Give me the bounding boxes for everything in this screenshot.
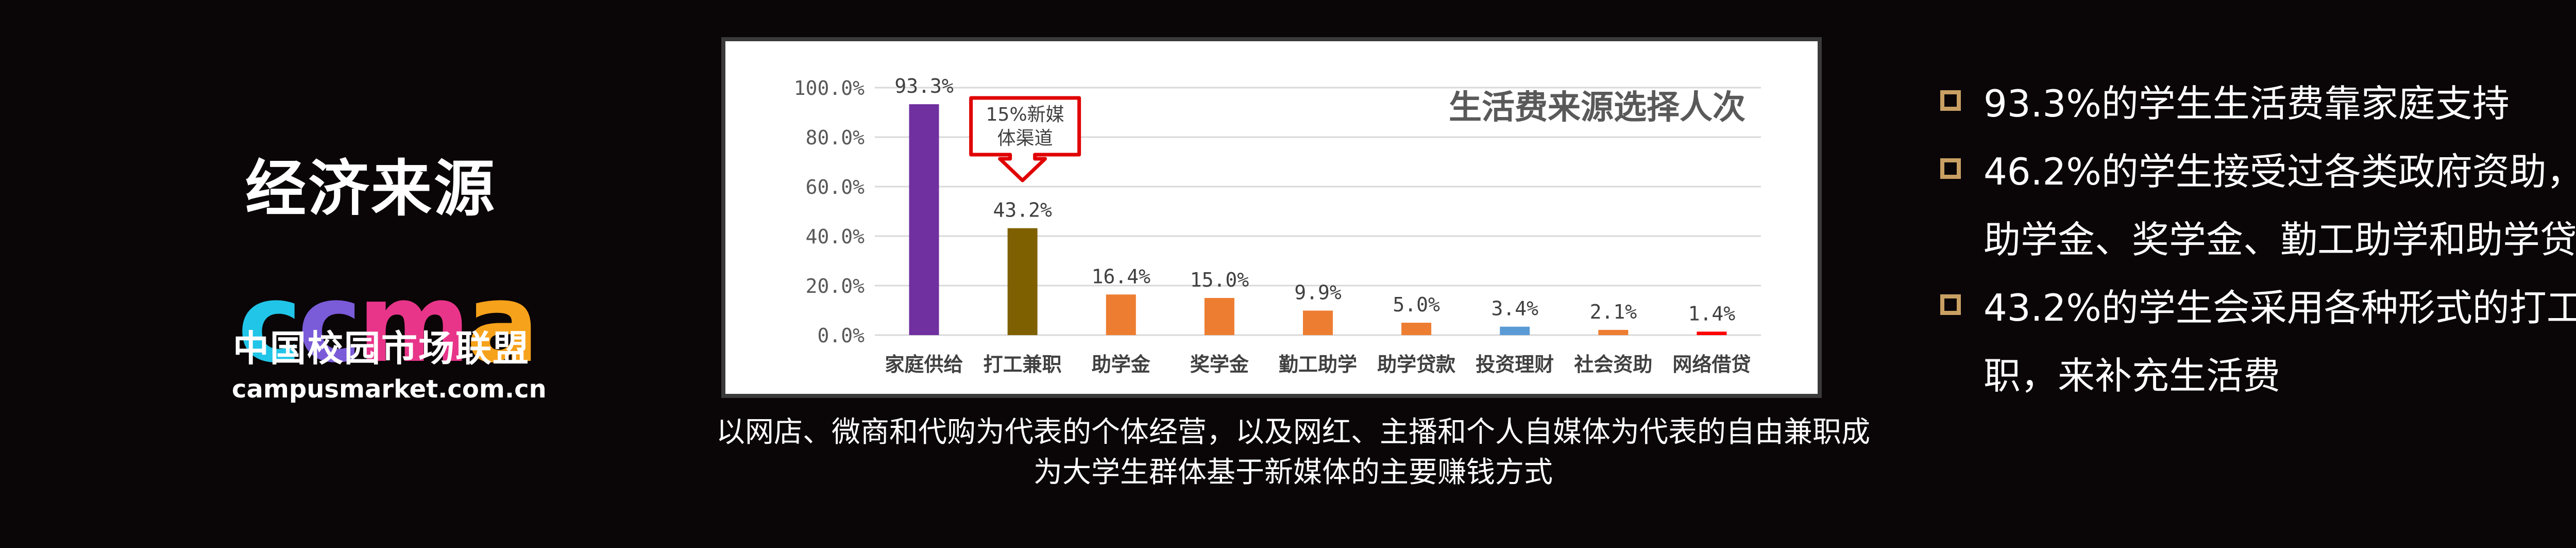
data-label: 43.2% [993, 199, 1052, 222]
bar [909, 104, 939, 335]
x-tick-label: 社会资助 [1574, 353, 1652, 376]
bar [1598, 329, 1629, 335]
bullet-item: 46.2%的学生接受过各类政府资助，如 助学金、奖学金、勤工助学和助学贷款 [1937, 138, 2576, 274]
data-label: 2.1% [1590, 301, 1637, 323]
y-tick-label: 20.0% [806, 275, 865, 297]
x-tick-label: 助学金 [1092, 353, 1151, 376]
logo-wordmark: ccma [238, 260, 535, 387]
y-tick-label: 0.0% [817, 324, 865, 347]
caption-line-2: 为大学生群体基于新媒体的主要赚钱方式 [1033, 456, 1553, 489]
bar [1401, 323, 1432, 335]
bullet-list: 93.3%的学生生活费靠家庭支持 46.2%的学生接受过各类政府资助，如 助学金… [1937, 70, 2576, 410]
logo-caption: 中国校园市场联盟 campusmarket.com.cn [232, 320, 547, 404]
x-tick-label: 打工兼职 [984, 353, 1062, 376]
bullet-text: 46.2%的学生接受过各类政府资助，如 [1984, 150, 2576, 193]
bar [1204, 298, 1234, 335]
y-tick-label: 80.0% [806, 126, 865, 149]
callout-text: 体渠道 [997, 128, 1053, 149]
logo-chinese-name: 中国校园市场联盟 [233, 327, 530, 370]
x-tick-label: 投资理财 [1476, 353, 1554, 376]
bullet-item: 43.2%的学生会采用各种形式的打工兼 职，来补充生活费 [1937, 274, 2576, 410]
section-title: 经济来源 [245, 153, 497, 224]
x-tick-label: 网络借贷 [1672, 353, 1751, 376]
data-label: 1.4% [1688, 302, 1736, 325]
x-tick-label: 奖学金 [1190, 353, 1249, 376]
data-label: 9.9% [1294, 281, 1342, 304]
callout-arrow-box [969, 96, 1081, 182]
y-tick-label: 40.0% [806, 225, 865, 248]
bar [1303, 310, 1333, 335]
x-tick-label: 助学贷款 [1377, 353, 1455, 376]
bullet-item: 93.3%的学生生活费靠家庭支持 [1937, 70, 2576, 138]
x-tick-label: 勤工助学 [1279, 353, 1357, 376]
y-tick-label: 100.0% [794, 77, 865, 99]
square-bullet-icon [1940, 90, 1961, 111]
bar-chart: 0.0% 20.0% 40.0% 60.0% 80.0% 100.0% 生活费来源选择人次 9… [794, 75, 1761, 376]
data-label: 93.3% [894, 75, 954, 97]
bar [1106, 294, 1136, 335]
data-label: 3.4% [1491, 297, 1538, 320]
square-bullet-icon [1940, 158, 1961, 179]
ccma-logo: ccma [238, 260, 539, 387]
bar [1500, 326, 1530, 335]
data-label: 5.0% [1393, 293, 1440, 316]
bullet-text: 职，来补充生活费 [1984, 354, 2281, 397]
caption-line-1: 以网店、微商和代购为代表的个体经营，以及网红、主播和个人自媒体为代表的自由兼职成 [716, 416, 1870, 449]
data-label: 15.0% [1190, 269, 1249, 291]
bullet-text: 助学金、奖学金、勤工助学和助学贷款 [1984, 218, 2576, 261]
bullet-text: 93.3%的学生生活费靠家庭支持 [1984, 82, 2510, 125]
logo-url: campusmarket.com.cn [232, 375, 547, 404]
chart-title: 生活费来源选择人次 [1449, 89, 1745, 127]
data-label: 16.4% [1092, 265, 1151, 288]
square-bullet-icon [1940, 294, 1961, 315]
x-tick-label: 家庭供给 [885, 353, 963, 376]
bar [1007, 228, 1038, 335]
callout-text: 15%新媒 [986, 104, 1064, 125]
chart-caption: 以网店、微商和代购为代表的个体经营，以及网红、主播和个人自媒体为代表的自由兼职成… [608, 412, 1978, 493]
bullet-text: 43.2%的学生会采用各种形式的打工兼 [1984, 286, 2576, 329]
bar [1697, 331, 1727, 335]
y-tick-label: 60.0% [806, 176, 865, 198]
chart-panel: 0.0% 20.0% 40.0% 60.0% 80.0% 100.0% 生活费来源选择人次 9… [721, 37, 1822, 398]
